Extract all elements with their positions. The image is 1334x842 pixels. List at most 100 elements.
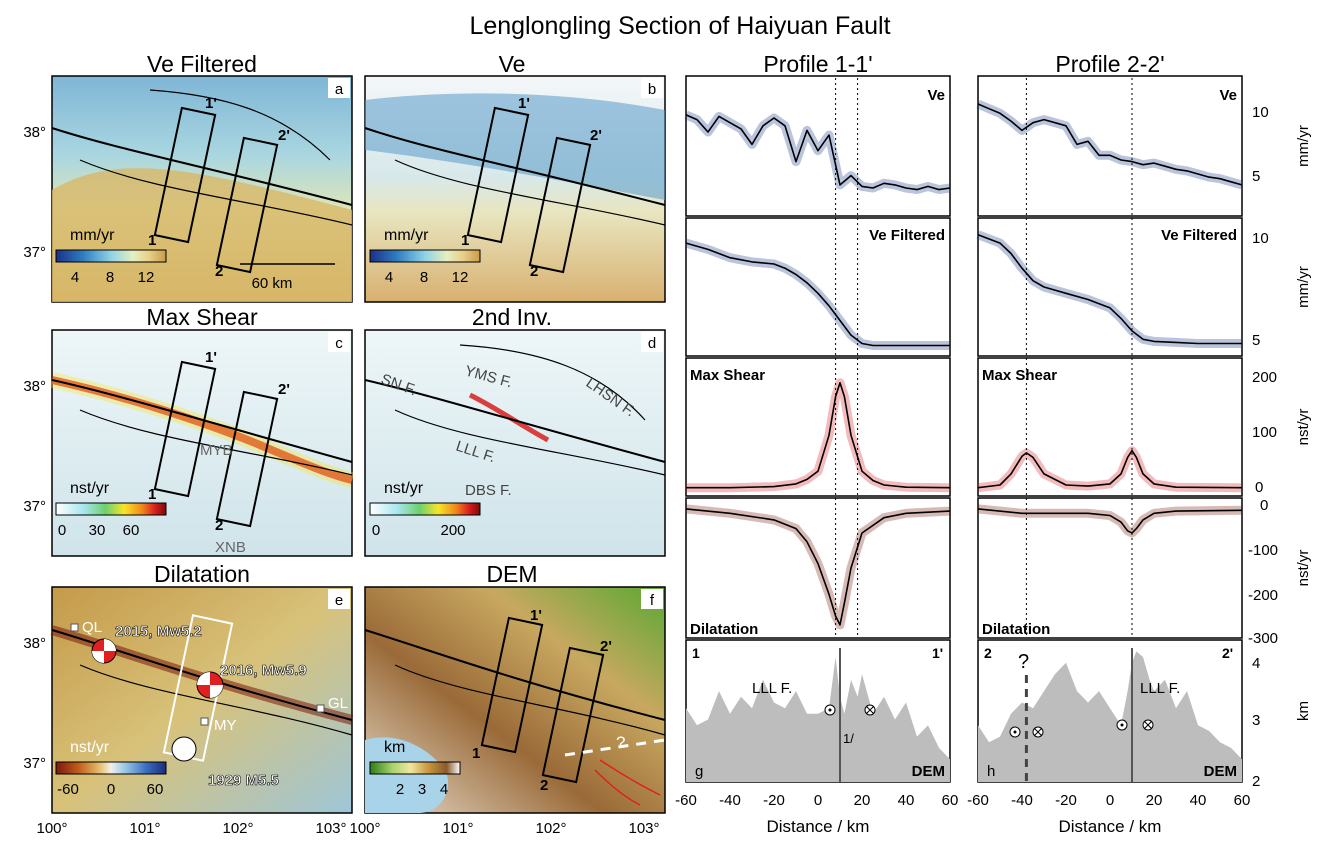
dem-annotations: 1 1' 2 2' g h LLL F. LLL F. ? 1/: [692, 645, 1233, 780]
event-label: 2015, Mw5.2: [115, 623, 202, 640]
row-label-ve: Ve: [927, 87, 945, 104]
fault-trace: [149, 89, 331, 161]
profile-end-label: 1': [518, 95, 530, 112]
colorbar-tick: 4: [385, 269, 393, 286]
motion-into-page-icon: [1032, 726, 1044, 738]
map-b-title: Ve: [499, 51, 526, 77]
colorbar-tick: 8: [106, 269, 114, 286]
xtick-label: -20: [1055, 792, 1077, 809]
fault-trace: [394, 159, 666, 226]
map-panel-c: Max Shear 1' 2' 1 2 MYB XNB c nst/yr 0 3…: [50, 304, 354, 557]
fault-name: DBS F.: [465, 482, 512, 499]
map-d-title: 2nd Inv.: [472, 304, 552, 330]
colorbar-tick: 0: [107, 781, 115, 798]
profile-end-label: 1': [932, 645, 943, 661]
query-mark: ?: [616, 733, 625, 752]
colorbar-tick: -60: [57, 781, 79, 798]
lon-tick-label: 102°: [222, 820, 253, 837]
y-unit-label: nst/yr: [1295, 409, 1312, 446]
map-lon-axis: 100° 101° 102° 103° 100° 101° 102° 103°: [36, 820, 659, 837]
ytick-label: -200: [1248, 587, 1278, 604]
profile-2-column: [977, 75, 1243, 783]
ytick-label: 100: [1252, 424, 1277, 441]
station-marker: [316, 704, 325, 713]
profile-end-label: 2: [530, 263, 538, 280]
ytick-label: 0: [1260, 497, 1268, 514]
ve-filtered-series-line: [685, 242, 950, 347]
map-a-title: Ve Filtered: [147, 51, 257, 77]
colorbar-tick: 0: [58, 522, 66, 539]
colorbar-tick: 4: [440, 781, 448, 798]
panel-letter-box: [641, 332, 663, 352]
profile-end-label: 2: [984, 645, 992, 661]
colorbar-tick: 8: [420, 269, 428, 286]
y-unit-label: nst/yr: [1295, 550, 1312, 587]
row-label-ve-filtered: Ve Filtered: [1161, 227, 1237, 244]
row-label-dem: DEM: [912, 763, 945, 780]
panel-letter-box: [328, 589, 350, 609]
ytick-label: 3: [1252, 712, 1260, 729]
profile-2-title: Profile 2-2': [1055, 51, 1164, 77]
xtick-label: 0: [814, 792, 822, 809]
map-a-terrain-band: [52, 168, 352, 302]
panel-letter-box: [641, 589, 663, 609]
profile-row-frame: [685, 217, 951, 357]
fault-trace: [364, 629, 666, 721]
profile-box-1: [153, 106, 217, 244]
profile-box-1: [466, 106, 530, 244]
profile-end-label: 2': [278, 381, 290, 398]
profile-end-label: 2: [540, 777, 548, 794]
figure-title: Lenglongling Section of Haiyuan Fault: [469, 12, 890, 40]
colorbar-tick: 60: [147, 781, 164, 798]
basin-label: XNB: [215, 539, 246, 556]
x-axis-title: Distance / km: [1059, 817, 1162, 836]
ytick-label: -100: [1248, 542, 1278, 559]
max-shear-series-line: [686, 381, 951, 489]
profile-row-frame: [977, 357, 1243, 497]
colorbar-tick: 60: [123, 522, 140, 539]
xtick-label: 20: [854, 792, 871, 809]
dilatation-series-line: [685, 508, 951, 626]
map-c-title: Max Shear: [146, 304, 258, 330]
y-unit-label: km: [1295, 701, 1312, 721]
rupture-trace: [594, 769, 641, 806]
ve-series-line: [685, 114, 951, 191]
lat-tick-label: 38°: [23, 378, 46, 395]
ve-filtered-series-line: [977, 233, 1242, 345]
profile-end-label: 2': [1222, 645, 1233, 661]
fault-label: LLL F.: [1140, 680, 1180, 697]
lon-tick-label: 101°: [129, 820, 160, 837]
motion-out-of-page-icon: [824, 704, 836, 716]
colorbar-tick: 4: [71, 269, 79, 286]
panel-letter-box: [641, 78, 663, 98]
station-label: GL: [328, 695, 348, 712]
xtick-label: -60: [675, 792, 697, 809]
profile-end-label: 1: [148, 486, 156, 503]
profile-box-2: [528, 136, 592, 274]
rupture-trace: [599, 759, 661, 796]
shear-band: [468, 392, 550, 443]
profile-end-label: 2: [215, 263, 223, 280]
motion-into-page-icon: [1142, 719, 1154, 731]
panel-letter-a: a: [335, 81, 344, 98]
beachball-quadrant: [210, 685, 223, 698]
map-panel-f: DEM 1' 2' 1 2 ? f km 2 3 4: [364, 561, 666, 814]
profile-end-label: 1: [472, 745, 480, 762]
xtick-label: -40: [719, 792, 741, 809]
profile-end-label: 1: [148, 232, 156, 249]
row-label-dilatation: Dilatation: [982, 621, 1050, 638]
xtick-label: 40: [898, 792, 915, 809]
profile-end-label: 1': [205, 349, 217, 366]
historic-event-marker: [171, 736, 197, 762]
panel-letter-d: d: [648, 335, 656, 352]
profile-x-axis: -60 -40 -20 0 20 40 60 -60 -40 -20 0 20 …: [675, 792, 1250, 836]
map-panel-e: Dilatation QL MY GL 2015, Mw5.2 2016, Mw…: [50, 561, 354, 814]
row-label-ve-filtered: Ve Filtered: [869, 227, 945, 244]
xtick-label: -20: [763, 792, 785, 809]
query-mark: ?: [1018, 651, 1029, 673]
profile-1-title: Profile 1-1': [763, 51, 872, 77]
station-label: QL: [82, 619, 102, 636]
profile-box-2: [215, 136, 279, 274]
dilatation-series-line: [977, 508, 1243, 534]
